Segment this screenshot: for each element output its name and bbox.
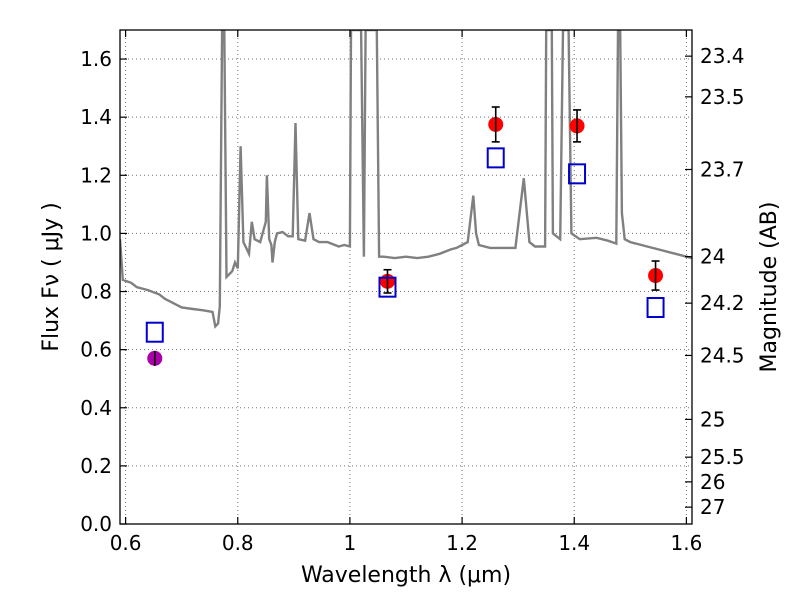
spectrum-series	[120, 30, 692, 329]
right-tick-label: 23.4	[700, 44, 745, 68]
x-tick-label: 0.8	[222, 531, 254, 555]
y-tick-label: 0.2	[80, 454, 112, 478]
y-tick-label: 0.8	[80, 280, 112, 304]
plot-frame	[119, 29, 693, 525]
x-tick-label: 0.6	[110, 531, 142, 555]
right-tick-label: 24.5	[700, 343, 745, 367]
x-tick-label: 1.4	[558, 531, 590, 555]
right-tick-label: 25.5	[700, 445, 745, 469]
y-tick-label: 1.0	[80, 221, 112, 245]
right-tick-label: 27	[700, 495, 725, 519]
y-tick-label: 1.6	[80, 47, 112, 71]
grid-lines	[120, 30, 692, 525]
y-tick-label: 0.0	[80, 512, 112, 536]
model-flux-square	[486, 147, 505, 169]
y-tick-label: 1.4	[80, 105, 112, 129]
model-flux-square	[568, 163, 587, 185]
right-tick-label: 24.2	[700, 291, 745, 315]
y-tick-label: 0.6	[80, 338, 112, 362]
x-axis-title: Wavelength λ (μm)	[301, 563, 511, 588]
right-tick-label: 24	[700, 245, 725, 269]
x-tick-label: 1.2	[446, 531, 478, 555]
y-axis-title: Flux Fν ( μJy )	[39, 202, 64, 351]
photometry-markers	[145, 106, 665, 366]
model-flux-square	[646, 297, 665, 319]
right-tick-label: 23.5	[700, 85, 745, 109]
right-axis-title: Magnitude (AB)	[757, 202, 782, 373]
y-tick-label: 1.2	[80, 163, 112, 187]
model-flux-square	[145, 321, 164, 343]
model-flux-square	[378, 276, 397, 298]
right-tick-label: 23.7	[700, 157, 745, 181]
right-tick-label: 25	[700, 407, 725, 431]
x-tick-label: 1.6	[670, 531, 702, 555]
x-tick-label: 1	[344, 531, 357, 555]
right-tick-label: 26	[700, 470, 725, 494]
y-tick-label: 0.4	[80, 396, 112, 420]
axis-ticks: 0.6 0.8 1 1.2 1.4 1.6 0.0 0.2 0.4 0.6 0.8 1.0 1.2 1.4…	[80, 30, 745, 555]
model-spectrum-line	[120, 30, 692, 329]
